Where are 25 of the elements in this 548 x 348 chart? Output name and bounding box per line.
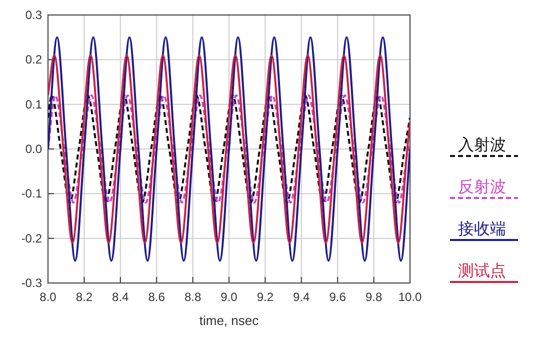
line-series	[48, 54, 410, 244]
x-tick-label: 8.4	[112, 290, 130, 304]
y-tick-label: 0.2	[25, 52, 42, 67]
x-tick-label: 9.8	[365, 290, 382, 304]
y-tick-label: -0.2	[21, 231, 42, 246]
text: 入射波	[458, 136, 506, 154]
x-tick-label: 9.6	[329, 290, 346, 304]
y-tick-label: -0.1	[21, 186, 42, 201]
text: 测试点	[458, 262, 506, 280]
x-tick-label: 8.0	[40, 290, 57, 304]
y-tick-label: -0.3	[21, 276, 42, 290]
x-tick-label: 9.0	[220, 290, 238, 304]
x-tick-label: 9.2	[256, 290, 274, 304]
x-tick-label: 10.0	[398, 290, 422, 304]
x-axis-title: time, nsec	[199, 313, 260, 328]
text: 反射波	[458, 178, 506, 196]
x-tick-label: 9.4	[293, 290, 310, 304]
x-tick-label: 8.6	[148, 290, 166, 304]
line-series	[48, 94, 410, 204]
text: 接收端	[458, 220, 506, 238]
y-tick-label: 0.3	[25, 8, 42, 22]
y-tick-label: 0.1	[25, 97, 42, 112]
x-tick-label: 8.8	[184, 290, 202, 304]
x-tick-label: 8.2	[76, 290, 93, 304]
y-tick-label: 0.0	[25, 142, 42, 156]
